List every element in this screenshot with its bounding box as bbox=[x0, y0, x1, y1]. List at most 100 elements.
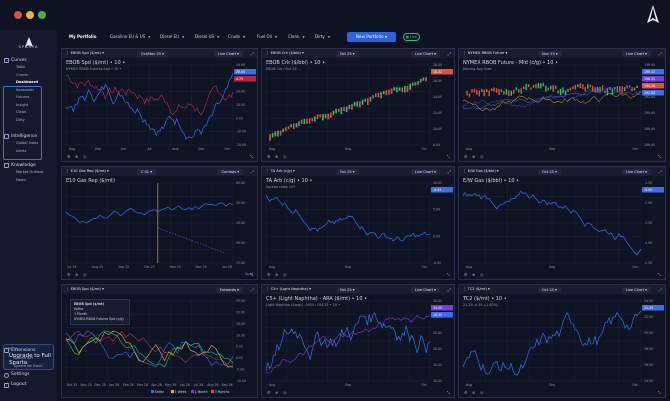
crosshair-icon[interactable]: ⊕ bbox=[275, 154, 279, 159]
panel-date-select[interactable]: Nov 25 ▾ bbox=[538, 50, 562, 57]
nav-head-intelligence[interactable]: Intelligence bbox=[3, 133, 54, 140]
chart-plot[interactable]: 196.00194.00192.00190.00188.00186.00AugS… bbox=[459, 49, 667, 163]
nav-sparta-api[interactable]: Sparta API bbox=[14, 356, 33, 360]
panel-instrument-select[interactable]: ⋮ C5+ (Light Naphtha) ▾ bbox=[266, 287, 311, 291]
sliders-icon[interactable]: ⚙ bbox=[67, 154, 71, 159]
sidebar-item-seasonals[interactable]: Seasonals bbox=[16, 87, 35, 92]
expand-icon[interactable]: ⤢ bbox=[447, 51, 451, 56]
expand-icon[interactable]: ⤢ bbox=[658, 169, 662, 174]
panel-date-select[interactable]: Oct 25 ▾ bbox=[335, 50, 359, 57]
panel-date-select[interactable]: Oct/Nov 25 ▾ bbox=[136, 50, 168, 57]
expand-icon[interactable]: ⤢ bbox=[250, 51, 254, 56]
resize-icon[interactable]: ⤡ bbox=[446, 390, 450, 395]
panel-date-select[interactable]: Oct 25 ▾ bbox=[538, 168, 561, 175]
window-close-button[interactable] bbox=[14, 11, 22, 19]
tab-diesel-us[interactable]: Diesel US ▼ bbox=[195, 34, 220, 39]
panel-date-select[interactable]: Oct 25 ▾ bbox=[335, 286, 359, 293]
sidebar-item-table[interactable]: Table bbox=[16, 65, 26, 69]
expand-icon[interactable]: ⤢ bbox=[658, 287, 662, 292]
chart-plot[interactable]: 18.00 16.00 14.00 12.00 10.00 8.00 Aug Sep Oct 16… bbox=[262, 49, 456, 163]
panel-mode-select[interactable]: Live Chart ▾ bbox=[621, 286, 651, 293]
panel-date-select[interactable]: Oct 25 ▾ bbox=[335, 168, 359, 175]
tab-crude[interactable]: Crude ▼ bbox=[228, 34, 246, 39]
sliders-icon[interactable]: ⚙ bbox=[464, 272, 468, 277]
resize-icon[interactable]: ⤡ bbox=[446, 272, 450, 277]
sliders-icon[interactable]: ⚙ bbox=[267, 154, 271, 159]
new-portfolio-button[interactable]: New Portfolio ▼ bbox=[347, 32, 396, 42]
tab-gasoline[interactable]: Gasoline EU & US ▼ bbox=[110, 34, 151, 39]
resize-icon[interactable]: ⤡ bbox=[446, 154, 450, 159]
legend-toggle[interactable]: 1 Week bbox=[170, 390, 186, 394]
panel-instrument-select[interactable]: ⋮ NYMEX RBOB Future ▾ bbox=[463, 51, 508, 55]
sliders-icon[interactable]: ⚙ bbox=[267, 272, 271, 277]
sidebar-item-futures[interactable]: Futures bbox=[16, 95, 30, 99]
chart-plot[interactable]: -1.00 -2.00 -3.00 -4.00 -5.00 Aug Sep Oct -5.00 bbox=[459, 167, 667, 281]
panel-mode-select[interactable]: Live Chart ▾ bbox=[410, 286, 440, 293]
legend-toggle[interactable]: 3 Months bbox=[210, 390, 229, 394]
legend-toggle[interactable]: 1 Month bbox=[190, 390, 208, 394]
upgrade-card[interactable]: Sparta Upgrade to Full Sparta bbox=[3, 344, 54, 370]
expand-icon[interactable]: ⤢ bbox=[447, 169, 451, 174]
sidebar-item-dirty[interactable]: Dirty bbox=[16, 117, 25, 122]
crosshair-icon[interactable]: ⊕ bbox=[75, 272, 79, 277]
settings-icon[interactable]: ◎ bbox=[283, 154, 287, 159]
settings-icon[interactable]: ◎ bbox=[83, 154, 87, 159]
settings-icon[interactable]: ◎ bbox=[283, 390, 287, 395]
panel-instrument-select[interactable]: ⋮ EBOB Crk ($/bbl) ▾ bbox=[266, 51, 304, 55]
crosshair-icon[interactable]: ⊕ bbox=[275, 390, 279, 395]
sliders-icon[interactable]: ⚙ bbox=[67, 272, 71, 277]
panel-mode-select[interactable]: Live Chart ▾ bbox=[410, 168, 440, 175]
sidebar-item-global-index[interactable]: Global index bbox=[16, 141, 39, 145]
panel-mode-select[interactable]: Live Chart ▾ bbox=[621, 50, 651, 57]
nav-sparta-excel[interactable]: Sparta for Excel bbox=[14, 363, 43, 368]
nav-head-curves[interactable]: Curves bbox=[3, 57, 54, 64]
sidebar-item-insight[interactable]: Insight bbox=[16, 102, 29, 107]
settings-icon[interactable]: ◎ bbox=[480, 390, 484, 395]
sidebar-item-market-outlook[interactable]: Market Outlook bbox=[16, 170, 44, 174]
nav-settings[interactable]: Settings bbox=[3, 370, 54, 380]
nav-extensions[interactable]: Extensions bbox=[3, 346, 54, 355]
resize-icon[interactable]: ⤡ bbox=[657, 154, 661, 159]
resize-icon[interactable]: ⤡ bbox=[657, 272, 661, 277]
crosshair-icon[interactable]: ⊕ bbox=[472, 154, 476, 159]
tab-my-portfolio[interactable]: My Portfolio bbox=[69, 34, 97, 39]
window-minimize-button[interactable] bbox=[26, 11, 34, 19]
panel-mode-select[interactable]: Live Chart ▾ bbox=[213, 50, 243, 57]
chart-plot[interactable]: 25.00 20.00 15.00 10.00 5.00 0.00 -5.00 -10.00 O… bbox=[62, 285, 259, 399]
sidebar-item-clean[interactable]: Clean bbox=[16, 110, 27, 114]
legend-toggle[interactable]: Settle bbox=[150, 390, 164, 394]
resize-icon[interactable]: ⤡ bbox=[249, 154, 253, 159]
nav-logout[interactable]: Logout bbox=[3, 380, 54, 390]
sidebar-item-charts[interactable]: Charts bbox=[16, 72, 28, 77]
tab-dirty[interactable]: Dirty ▼ bbox=[315, 34, 331, 39]
chart-plot[interactable]: 60.00 50.00 40.00 30.00 20.00 Jul 25 Aug 25 Sep… bbox=[62, 167, 259, 281]
expand-icon[interactable]: ⤢ bbox=[250, 287, 254, 292]
chart-plot[interactable]: 40.0030.0020.0010.000.00-10.00-20.00AugS… bbox=[62, 49, 259, 163]
tab-diesel-eu[interactable]: Diesel EU ▼ bbox=[160, 34, 185, 39]
resize-icon[interactable]: ⤡ bbox=[249, 272, 253, 277]
panel-instrument-select[interactable]: ⋮ EBOB Spd ($/mt) ▾ bbox=[66, 287, 104, 291]
panel-mode-select[interactable]: Combos ▾ bbox=[217, 168, 243, 175]
panel-mode-select[interactable]: Forwards ▾ bbox=[215, 286, 243, 293]
crosshair-icon[interactable]: ⊕ bbox=[275, 272, 279, 277]
expand-icon[interactable]: ⤢ bbox=[250, 169, 254, 174]
expand-icon[interactable]: ⤢ bbox=[447, 287, 451, 292]
sidebar-item-alerts[interactable]: Alerts bbox=[16, 148, 27, 153]
settings-icon[interactable]: ◎ bbox=[480, 272, 484, 277]
expand-icon[interactable]: ⤢ bbox=[658, 51, 662, 56]
window-maximize-button[interactable] bbox=[38, 11, 46, 19]
panel-mode-select[interactable]: Live Chart ▾ bbox=[621, 168, 651, 175]
panel-instrument-select[interactable]: ⋮ E10 Gas Rep ($/mt) ▾ bbox=[66, 169, 109, 173]
panel-instrument-select[interactable]: ⋮ E/W Gas ($/bbl) ▾ bbox=[463, 169, 499, 173]
sidebar-item-news[interactable]: News bbox=[16, 177, 26, 182]
crosshair-icon[interactable]: ⊕ bbox=[472, 272, 476, 277]
sliders-icon[interactable]: ⚙ bbox=[267, 390, 271, 395]
tab-fuel-oil[interactable]: Fuel Oil ▼ bbox=[257, 34, 278, 39]
sliders-icon[interactable]: ⚙ bbox=[464, 154, 468, 159]
chart-plot[interactable]: 10.00 5.00 0.00 -5.00 Aug Sep Oct -4.43 bbox=[262, 167, 456, 281]
panel-instrument-select[interactable]: ⋮ TA Arb (c/g) ▾ bbox=[266, 169, 295, 173]
panel-instrument-select[interactable]: ⋮ EBOB Spd ($/mt) ▾ bbox=[66, 51, 104, 55]
panel-mode-select[interactable]: Live Chart ▾ bbox=[410, 50, 440, 57]
panel-date-select[interactable]: Oct 25 ▾ bbox=[538, 286, 561, 293]
resize-icon[interactable]: ⤡ bbox=[657, 390, 661, 395]
